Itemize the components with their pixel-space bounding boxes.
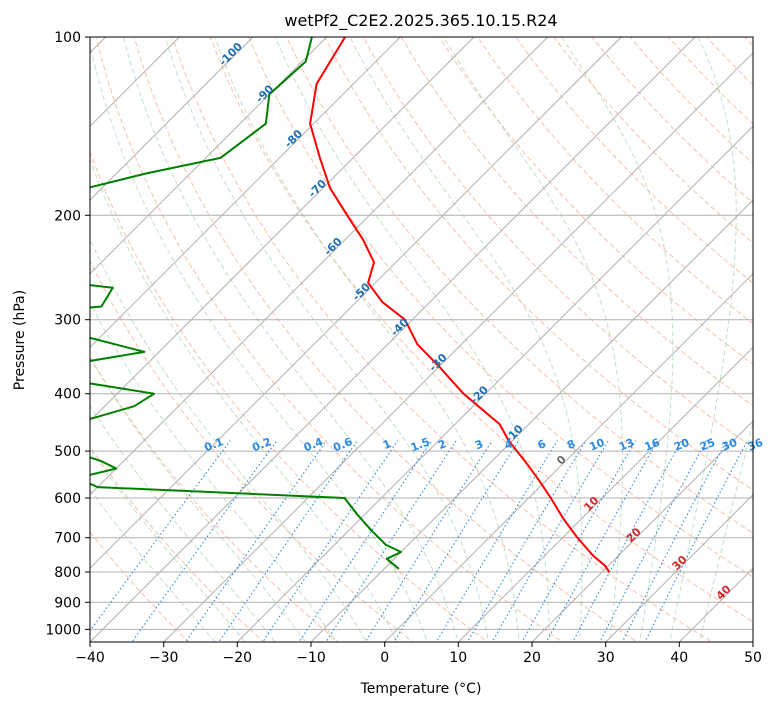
- dry-adiabat-line: [438, 37, 753, 365]
- isotherm-grid-line: [457, 346, 753, 642]
- x-tick-label: −30: [149, 650, 179, 666]
- plot-frame: [89, 36, 754, 643]
- x-tick-label: 50: [744, 650, 762, 666]
- y-tick-label: 600: [54, 491, 81, 507]
- isotherm-grid-line: [90, 37, 549, 496]
- mixing-ratio-label: 30: [720, 436, 739, 454]
- dry-adiabat-line: [324, 37, 753, 491]
- x-tick-label: 30: [597, 650, 615, 666]
- dry-adiabat-line: [90, 259, 414, 642]
- mixing-ratio-line: [90, 440, 231, 632]
- x-tick-label: −40: [75, 650, 105, 666]
- background-lines: [90, 37, 753, 642]
- dry-adiabat-line: [477, 37, 753, 325]
- isotherm-grid-line: [531, 420, 753, 642]
- mixing-ratio-label: 16: [643, 436, 662, 454]
- mixing-ratio-line: [393, 440, 520, 642]
- y-tick-label: 500: [54, 444, 81, 460]
- chart-title: wetPf2_C2E2.2025.365.10.15.R24: [284, 11, 557, 31]
- mixing-ratio-label: 25: [698, 436, 717, 454]
- mixing-ratio-label: 13: [617, 436, 636, 454]
- isotherm-grid-line: [605, 493, 753, 642]
- mixing-ratio-line: [298, 440, 432, 642]
- mixing-ratio-line: [521, 440, 637, 642]
- dry-adiabat-line: [248, 37, 753, 578]
- y-tick-label: 200: [54, 208, 81, 224]
- dry-adiabat-line: [286, 37, 753, 534]
- series-lines: [90, 37, 611, 573]
- isotherm-grid-line: [90, 37, 328, 275]
- dry-adiabat-line: [90, 355, 340, 642]
- dry-adiabat-line: [515, 37, 753, 284]
- dry-adiabat-line: [90, 150, 489, 642]
- y-tick-label: 700: [54, 531, 81, 547]
- mixing-ratio-label: 3: [473, 437, 485, 452]
- x-tick-label: −20: [223, 650, 253, 666]
- y-axis: 100 200 300 400 500 600 700 800 900 1000: [45, 30, 90, 638]
- mixing-ratio-line: [599, 440, 707, 642]
- mixing-ratio-label: 8: [565, 437, 577, 452]
- x-tick-label: 0: [380, 650, 389, 666]
- dry-adiabat-line: [400, 37, 753, 407]
- isotherm-grid-line: [90, 37, 696, 642]
- mixing-ratio-line: [545, 440, 659, 642]
- moist-adiabat-line: [561, 37, 674, 642]
- mixing-ratio-line: [218, 440, 358, 642]
- mixing-ratio-label: 10: [587, 436, 606, 454]
- dewpoint-profile-line: [90, 37, 402, 570]
- x-axis: −40 −30 −20 −10 0 10 20 30 40 50: [75, 642, 762, 666]
- x-axis-label: Temperature (°C): [360, 681, 482, 697]
- dry-adiabat-line: [95, 37, 564, 642]
- isotherm-grid-line: [384, 272, 753, 642]
- moist-adiabat-line: [669, 37, 737, 642]
- isotherm-grid-line: [90, 37, 475, 422]
- isotherm-grid-line: [310, 199, 753, 642]
- dry-adiabat-line: [553, 37, 753, 244]
- y-tick-label: 1000: [45, 622, 81, 638]
- dry-adiabat-line: [591, 37, 753, 204]
- y-tick-label: 300: [54, 313, 81, 329]
- dry-adiabat-line: [362, 37, 753, 449]
- y-tick-label: 900: [54, 595, 81, 611]
- temperature-profile-line: [309, 37, 611, 573]
- dry-adiabat-line: [133, 37, 638, 642]
- y-tick-label: 100: [54, 30, 81, 46]
- isotherm-grid-line: [163, 51, 753, 642]
- x-tick-label: 20: [523, 650, 541, 666]
- mixing-ratio-line: [435, 440, 558, 642]
- mixing-ratio-line: [491, 440, 609, 642]
- x-tick-label: 10: [449, 650, 467, 666]
- mixing-ratio-label: 20: [672, 436, 691, 454]
- mixing-ratio-label: 36: [746, 436, 765, 454]
- moist-adiabat-line: [214, 37, 520, 642]
- mixing-ratio-line: [572, 440, 683, 642]
- mixing-ratio-line: [466, 440, 587, 642]
- isotherm-grid-line: [90, 37, 254, 201]
- isotherm-grid-line: [90, 37, 622, 570]
- x-tick-label: −10: [296, 650, 326, 666]
- mixing-ratio-label: 1: [381, 437, 393, 452]
- isotherm-grid-line: [236, 125, 753, 642]
- mixing-ratio-line: [185, 440, 328, 642]
- dry-adiabat-line: [171, 37, 713, 642]
- x-tick-label: 40: [670, 650, 688, 666]
- y-tick-label: 400: [54, 387, 81, 403]
- y-tick-label: 800: [54, 565, 81, 581]
- dry-adiabat-line: [209, 37, 753, 623]
- mixing-ratio-label: 2: [436, 437, 448, 452]
- y-axis-label: Pressure (hPa): [12, 290, 28, 390]
